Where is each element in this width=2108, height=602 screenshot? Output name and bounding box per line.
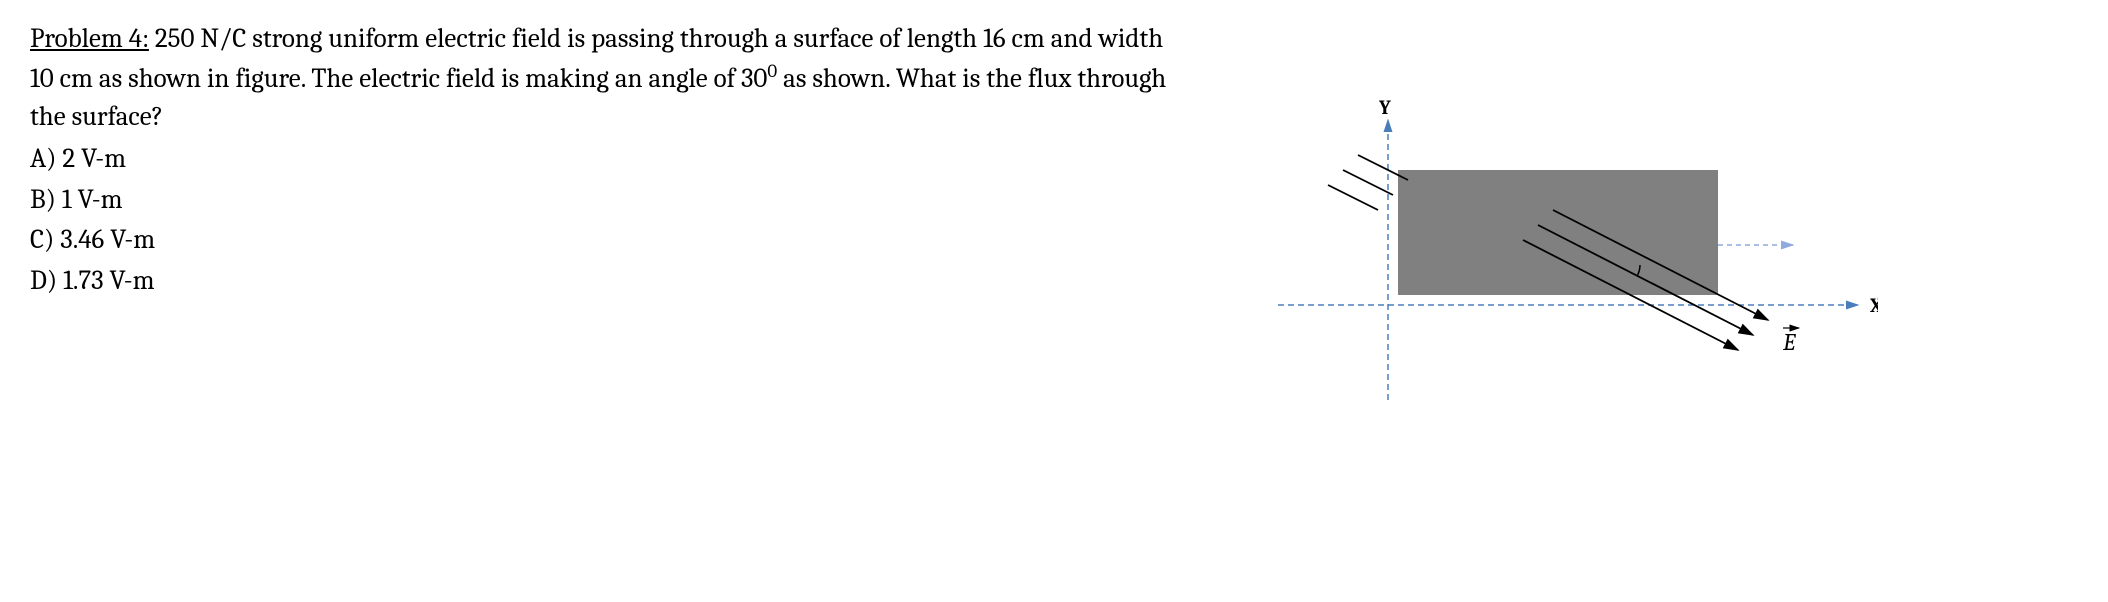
x-axis-label: X	[1870, 294, 1878, 317]
line1-text: 250 N/C strong uniform electric field is…	[149, 23, 1163, 54]
surface-rect	[1398, 170, 1718, 295]
question-line-2: 10 cm as shown in figure. The electric f…	[30, 58, 2078, 98]
problem-container: Problem 4: 250 N/C strong uniform electr…	[30, 20, 2078, 301]
field-line-1	[1343, 170, 1393, 195]
problem-label: Problem 4:	[30, 23, 149, 54]
field-line-2	[1328, 185, 1378, 210]
y-axis-label: Y	[1378, 100, 1391, 119]
e-field-label: E	[1782, 328, 1796, 356]
physics-diagram: Y X E	[1238, 100, 1878, 420]
question-line-1: Problem 4: 250 N/C strong uniform electr…	[30, 20, 2078, 58]
line2-part2: as shown. What is the flux through	[777, 63, 1166, 94]
field-line-0	[1358, 155, 1408, 180]
line2-part1: 10 cm as shown in figure. The electric f…	[30, 63, 767, 94]
figure-wrapper: Y X E	[1238, 100, 1878, 420]
degree-superscript: 0	[767, 60, 777, 82]
